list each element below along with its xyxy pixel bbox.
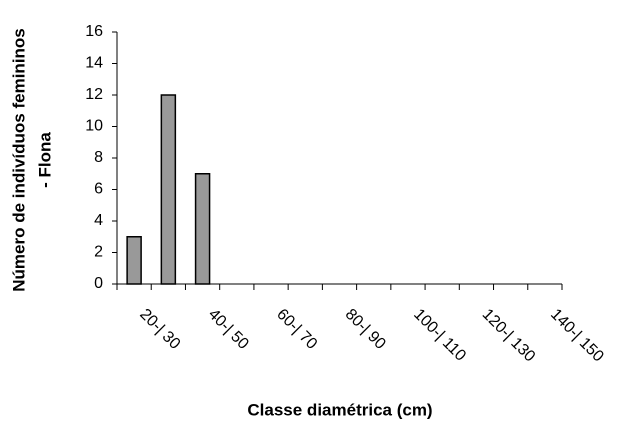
y-tick-label: 0 <box>94 275 103 292</box>
y-tick-label: 14 <box>85 55 103 72</box>
y-axis-title: Número de indivíduos femininos <box>9 28 28 292</box>
y-tick-label: 8 <box>94 149 103 166</box>
y-tick-label: 2 <box>94 244 103 261</box>
y-tick-label: 10 <box>85 118 103 135</box>
x-tick-label: 60-| 70 <box>273 306 320 353</box>
y-tick-label: 6 <box>94 181 103 198</box>
x-tick-label: 40-| 50 <box>205 306 252 353</box>
x-tick-label: 100-| 110 <box>410 306 469 365</box>
x-tick-label: 140-| 150 <box>547 306 607 366</box>
y-tick-label: 12 <box>85 86 103 103</box>
x-axis-title: Classe diamétrica (cm) <box>247 400 432 419</box>
x-tick-label: 120-| 130 <box>479 306 539 366</box>
x-tick-label: 20-| 30 <box>136 306 183 353</box>
y-tick-label: 16 <box>85 23 103 40</box>
bar <box>126 236 142 285</box>
y-axis-title: - Flona <box>35 132 54 188</box>
bar <box>194 173 211 285</box>
bar <box>160 94 177 285</box>
y-tick-label: 4 <box>94 212 103 229</box>
x-tick-label: 80-| 90 <box>342 306 389 353</box>
